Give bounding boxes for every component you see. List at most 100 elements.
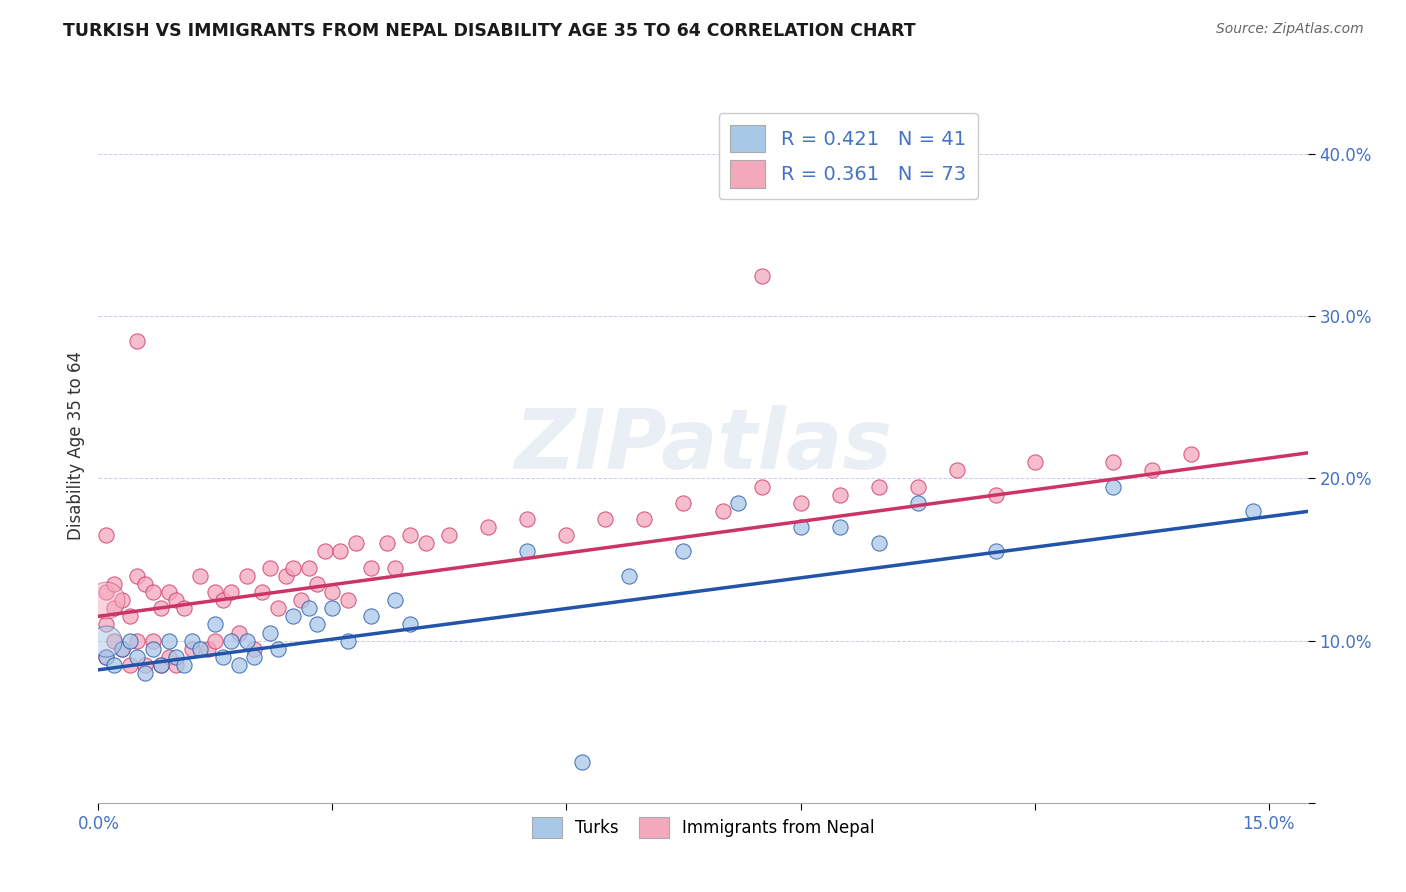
Point — [384, 593, 406, 607]
Point — [321, 585, 343, 599]
Point — [165, 593, 187, 607]
Point — [204, 585, 226, 599]
Point — [672, 544, 695, 558]
Point — [344, 536, 367, 550]
Point — [149, 657, 172, 672]
Point — [1140, 463, 1163, 477]
Point — [252, 585, 274, 599]
Text: ZIPatlas: ZIPatlas — [515, 406, 891, 486]
Point — [173, 657, 195, 672]
Point — [571, 756, 593, 770]
Point — [633, 512, 655, 526]
Point — [321, 601, 343, 615]
Point — [1180, 447, 1202, 461]
Point — [157, 633, 180, 648]
Point — [204, 617, 226, 632]
Point — [142, 585, 165, 599]
Y-axis label: Disability Age 35 to 64: Disability Age 35 to 64 — [66, 351, 84, 541]
Point — [204, 633, 226, 648]
Legend: Turks, Immigrants from Nepal: Turks, Immigrants from Nepal — [524, 811, 882, 845]
Point — [360, 560, 382, 574]
Point — [235, 633, 257, 648]
Point — [142, 641, 165, 656]
Point — [360, 609, 382, 624]
Point — [243, 641, 266, 656]
Point — [96, 528, 118, 542]
Point — [149, 601, 172, 615]
Point — [751, 268, 773, 283]
Point — [555, 528, 578, 542]
Point — [945, 463, 967, 477]
Point — [103, 601, 125, 615]
Point — [283, 609, 305, 624]
Point — [907, 496, 929, 510]
Point — [212, 649, 235, 664]
Point — [672, 496, 695, 510]
Point — [1024, 455, 1046, 469]
Point — [439, 528, 461, 542]
Point — [1101, 455, 1123, 469]
Point — [181, 641, 204, 656]
Point — [984, 544, 1007, 558]
Point — [329, 544, 352, 558]
Point — [828, 520, 851, 534]
Point — [188, 641, 211, 656]
Point — [134, 577, 156, 591]
Point — [96, 649, 118, 664]
Point — [384, 560, 406, 574]
Point — [711, 504, 734, 518]
Point — [228, 625, 250, 640]
Point — [305, 617, 328, 632]
Point — [127, 633, 149, 648]
Point — [111, 593, 134, 607]
Point — [290, 593, 312, 607]
Point — [868, 479, 890, 493]
Point — [259, 560, 281, 574]
Point — [165, 657, 187, 672]
Point — [96, 593, 118, 607]
Point — [127, 334, 149, 348]
Point — [149, 657, 172, 672]
Point — [157, 649, 180, 664]
Point — [868, 536, 890, 550]
Point — [181, 633, 204, 648]
Point — [415, 536, 437, 550]
Point — [96, 649, 118, 664]
Point — [1101, 479, 1123, 493]
Point — [219, 585, 242, 599]
Point — [298, 601, 321, 615]
Point — [127, 568, 149, 582]
Point — [789, 496, 811, 510]
Point — [228, 657, 250, 672]
Point — [789, 520, 811, 534]
Point — [165, 649, 187, 664]
Point — [727, 496, 749, 510]
Point — [337, 593, 360, 607]
Point — [142, 633, 165, 648]
Point — [305, 577, 328, 591]
Point — [314, 544, 336, 558]
Point — [595, 512, 617, 526]
Point — [907, 479, 929, 493]
Point — [197, 641, 219, 656]
Point — [243, 649, 266, 664]
Point — [134, 657, 156, 672]
Point — [283, 560, 305, 574]
Point — [173, 601, 195, 615]
Point — [259, 625, 281, 640]
Point — [399, 617, 422, 632]
Point — [337, 633, 360, 648]
Point — [828, 488, 851, 502]
Text: TURKISH VS IMMIGRANTS FROM NEPAL DISABILITY AGE 35 TO 64 CORRELATION CHART: TURKISH VS IMMIGRANTS FROM NEPAL DISABIL… — [63, 22, 915, 40]
Point — [111, 641, 134, 656]
Text: Source: ZipAtlas.com: Source: ZipAtlas.com — [1216, 22, 1364, 37]
Point — [111, 641, 134, 656]
Point — [103, 577, 125, 591]
Point — [267, 601, 290, 615]
Point — [267, 641, 290, 656]
Point — [375, 536, 398, 550]
Point — [1241, 504, 1264, 518]
Point — [118, 657, 141, 672]
Point — [134, 666, 156, 681]
Point — [212, 593, 235, 607]
